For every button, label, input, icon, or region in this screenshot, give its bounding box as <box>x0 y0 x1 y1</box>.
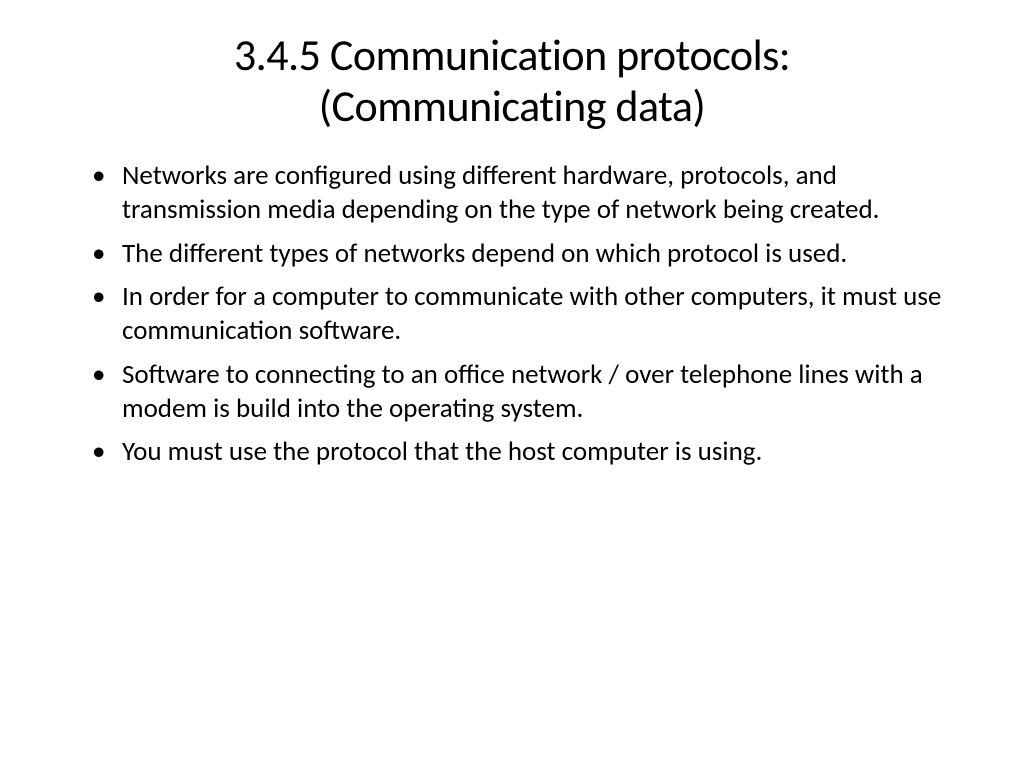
list-item: Software to connecting to an office netw… <box>92 358 954 426</box>
list-item: The different types of networks depend o… <box>92 237 954 271</box>
slide-title: 3.4.5 Communication protocols: (Communic… <box>50 30 974 131</box>
list-item: In order for a computer to communicate w… <box>92 280 954 348</box>
title-line-1: 3.4.5 Communication protocols: <box>50 30 974 81</box>
list-item: Networks are configured using different … <box>92 159 954 227</box>
bullet-list: Networks are configured using different … <box>92 159 954 469</box>
title-line-2: (Communicating data) <box>50 81 974 132</box>
list-item: You must use the protocol that the host … <box>92 435 954 469</box>
slide-content: Networks are configured using different … <box>50 159 974 469</box>
